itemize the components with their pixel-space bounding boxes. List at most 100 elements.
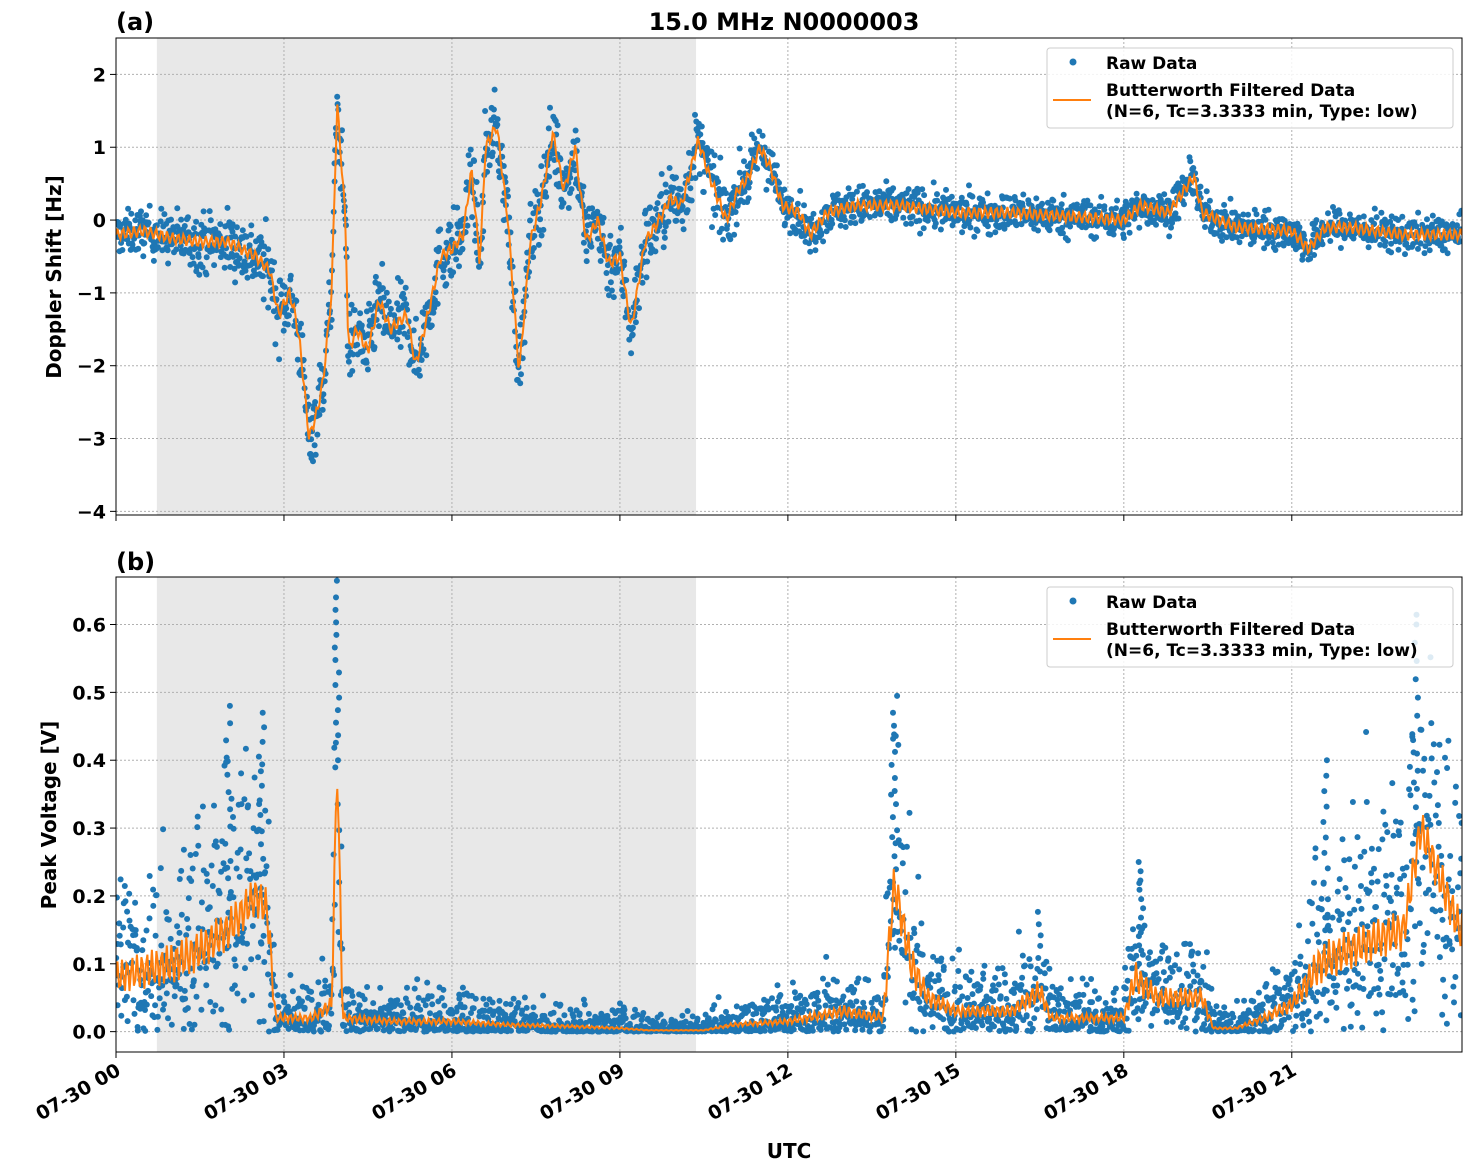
- raw-data-point: [1250, 998, 1256, 1004]
- raw-data-point: [807, 249, 813, 255]
- raw-data-point: [386, 299, 392, 305]
- raw-data-point: [169, 1022, 175, 1028]
- raw-data-point: [193, 851, 199, 857]
- raw-data-point: [114, 895, 120, 901]
- raw-data-point: [150, 903, 156, 909]
- raw-data-point: [122, 883, 128, 889]
- raw-data-point: [1415, 246, 1421, 252]
- raw-data-point: [328, 1011, 334, 1017]
- raw-data-point: [245, 275, 251, 281]
- raw-data-point: [1300, 1022, 1306, 1028]
- raw-data-point: [746, 185, 752, 191]
- raw-data-point: [1113, 986, 1119, 992]
- raw-data-point: [539, 233, 545, 239]
- raw-data-point: [364, 360, 370, 366]
- raw-data-point: [252, 775, 258, 781]
- raw-data-point: [695, 1016, 701, 1022]
- raw-data-point: [178, 217, 184, 223]
- raw-data-point: [653, 206, 659, 212]
- raw-data-point: [1047, 227, 1053, 233]
- raw-data-point: [713, 1017, 719, 1023]
- raw-data-point: [711, 1002, 717, 1008]
- raw-data-point: [980, 976, 986, 982]
- raw-data-point: [967, 225, 973, 231]
- raw-data-point: [685, 207, 691, 213]
- raw-data-point: [310, 458, 316, 464]
- raw-data-point: [710, 163, 716, 169]
- raw-data-point: [471, 158, 477, 164]
- raw-data-point: [851, 214, 857, 220]
- raw-data-point: [1010, 1017, 1016, 1023]
- raw-data-point: [1026, 956, 1032, 962]
- raw-data-point: [658, 1012, 664, 1018]
- raw-data-point: [774, 162, 780, 168]
- raw-data-point: [172, 993, 178, 999]
- raw-data-point: [1179, 983, 1185, 989]
- raw-data-point: [118, 876, 124, 882]
- raw-data-point: [1270, 239, 1276, 245]
- raw-data-point: [158, 206, 164, 212]
- raw-data-point: [1036, 921, 1042, 927]
- raw-data-point: [543, 194, 549, 200]
- raw-data-point: [483, 1002, 489, 1008]
- raw-data-point: [782, 221, 788, 227]
- raw-data-point: [811, 211, 817, 217]
- raw-data-point: [161, 1001, 167, 1007]
- raw-data-point: [712, 152, 718, 158]
- raw-data-point: [1415, 210, 1421, 216]
- raw-data-point: [1130, 926, 1136, 932]
- raw-data-point: [852, 220, 858, 226]
- raw-data-point: [1266, 207, 1272, 213]
- raw-data-point: [547, 105, 553, 111]
- raw-data-point: [908, 221, 914, 227]
- raw-data-point: [143, 212, 149, 218]
- raw-data-point: [1080, 992, 1086, 998]
- raw-data-point: [380, 285, 386, 291]
- raw-data-point: [1297, 224, 1303, 230]
- raw-data-point: [1305, 938, 1311, 944]
- raw-data-point: [1181, 201, 1187, 207]
- raw-data-point: [1245, 212, 1251, 218]
- raw-data-point: [608, 279, 614, 285]
- raw-data-point: [790, 980, 796, 986]
- raw-data-point: [372, 344, 378, 350]
- raw-data-point: [1154, 1007, 1160, 1013]
- raw-data-point: [1187, 158, 1193, 164]
- raw-data-point: [977, 984, 983, 990]
- raw-data-point: [299, 998, 305, 1004]
- raw-data-point: [264, 863, 270, 869]
- raw-data-point: [1114, 198, 1120, 204]
- raw-data-point: [1313, 998, 1319, 1004]
- raw-data-point: [429, 1001, 435, 1007]
- raw-data-point: [1296, 922, 1302, 928]
- raw-data-point: [255, 954, 261, 960]
- raw-data-point: [561, 1012, 567, 1018]
- raw-data-point: [120, 925, 126, 931]
- raw-data-point: [998, 993, 1004, 999]
- raw-data-point: [931, 179, 937, 185]
- raw-data-point: [469, 214, 475, 220]
- raw-data-point: [987, 232, 993, 238]
- raw-data-point: [582, 1002, 588, 1008]
- raw-data-point: [128, 211, 134, 217]
- raw-data-point: [174, 923, 180, 929]
- raw-data-point: [820, 976, 826, 982]
- raw-data-point: [460, 1013, 466, 1019]
- raw-data-point: [906, 186, 912, 192]
- raw-data-point: [571, 1014, 577, 1020]
- raw-data-point: [1111, 232, 1117, 238]
- raw-data-point: [443, 281, 449, 287]
- raw-data-point: [1263, 217, 1269, 223]
- raw-data-point: [940, 1016, 946, 1022]
- raw-data-point: [1132, 998, 1138, 1004]
- raw-data-point: [1327, 238, 1333, 244]
- raw-data-point: [231, 956, 237, 962]
- raw-data-point: [200, 264, 206, 270]
- raw-data-point: [246, 850, 252, 856]
- raw-data-point: [1166, 955, 1172, 961]
- raw-data-point: [154, 1027, 160, 1033]
- raw-data-point: [1241, 998, 1247, 1004]
- raw-data-point: [362, 996, 368, 1002]
